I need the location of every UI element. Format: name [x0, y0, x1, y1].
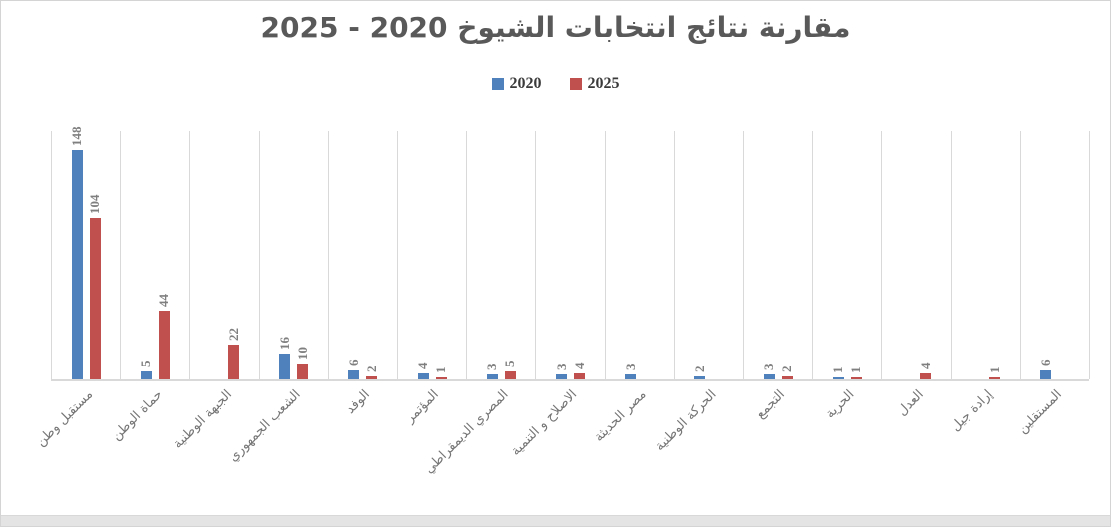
gridline: [120, 131, 122, 379]
gridline: [258, 131, 260, 379]
bar-2020-3[interactable]: [279, 354, 291, 379]
bar-value-label-2025-10: 2: [779, 365, 795, 372]
bar-2020-10[interactable]: [763, 374, 775, 379]
bar-2025-5[interactable]: [435, 377, 447, 379]
bar-2020-6[interactable]: [486, 374, 498, 379]
gridline: [604, 131, 606, 379]
gridline: [673, 131, 675, 379]
category-label-14: المستقلين: [1015, 387, 1066, 437]
legend-swatch-2025: [569, 78, 582, 90]
category-label-11: الحرية: [822, 387, 858, 422]
bar-value-label-2025-7: 4: [571, 362, 587, 369]
legend-label-2020: 2020: [509, 75, 542, 92]
category-label-3: الشعب الجمهوري: [226, 387, 304, 465]
bar-2025-11[interactable]: [850, 377, 862, 379]
category-label-7: الاصلاح و التنمية: [508, 387, 581, 459]
bar-2020-1[interactable]: [140, 371, 152, 379]
bar-value-label-2025-3: 10: [294, 346, 310, 360]
gridline: [881, 131, 883, 379]
bar-value-label-2025-13: 1: [986, 366, 1002, 374]
bar-value-label-2020-0: 148: [69, 126, 85, 146]
gridline: [327, 131, 329, 379]
bar-2025-3[interactable]: [297, 363, 309, 379]
legend-label-2025: 2025: [587, 75, 620, 92]
plot-area: مستقبل وطن حماة الوطن الجبهة الوطنية الشعب …: [34, 126, 1090, 477]
legend-item-2020[interactable]: 2020: [491, 75, 542, 93]
gridline: [397, 131, 398, 379]
gridline: [950, 131, 952, 379]
bar-2020-8[interactable]: [625, 374, 637, 379]
bar-2025-12[interactable]: [920, 372, 931, 379]
gridline: [535, 131, 537, 379]
chart-title: مقارنة نتائج انتخابات الشيوخ 2020 - 2025: [260, 11, 851, 44]
bar-value-label-2025-2: 22: [225, 327, 241, 341]
bar-value-label-2025-6: 5: [502, 360, 518, 368]
bar-2020-4[interactable]: [348, 369, 360, 379]
gridline: [466, 131, 468, 379]
bar-value-label-2020-4: 6: [345, 359, 361, 366]
bar-2020-7[interactable]: [556, 374, 567, 379]
category-label-9: الحركة الوطنية: [651, 387, 720, 455]
bar-value-label-2025-0: 104: [87, 194, 103, 214]
bar-2020-14[interactable]: [1040, 369, 1052, 379]
bar-value-label-2020-8: 3: [622, 363, 638, 371]
bar-value-label-2020-3: 16: [276, 337, 292, 351]
bar-2025-4[interactable]: [366, 375, 378, 379]
chart-legend: 2020 2025: [1, 75, 1110, 93]
category-label-12: العدل: [894, 387, 927, 419]
category-label-13: إرادة جيل: [948, 387, 996, 435]
category-label-5: المؤتمر: [403, 387, 443, 426]
gridline: [812, 131, 814, 379]
bar-value-label-2020-14: 6: [1037, 359, 1053, 366]
category-label-1: حماة الوطن: [108, 387, 166, 444]
bar-value-label-2020-5: 4: [415, 362, 431, 369]
bar-value-label-2020-1: 5: [138, 360, 154, 368]
bottom-strip: [1, 515, 1110, 526]
bar-2025-2[interactable]: [228, 344, 239, 379]
bar-2025-1[interactable]: [158, 310, 170, 379]
bar-value-label-2025-12: 4: [917, 362, 933, 369]
legend-item-2025[interactable]: 2025: [569, 75, 620, 93]
gridline: [189, 131, 191, 379]
bar-value-label-2020-11: 1: [830, 366, 846, 374]
bar-2020-9[interactable]: [694, 375, 706, 379]
bar-value-label-2025-1: 44: [156, 293, 172, 307]
legend-swatch-2020: [491, 78, 504, 90]
category-label-8: مصر الحديثة: [591, 387, 650, 445]
bar-2025-13[interactable]: [989, 377, 1001, 379]
category-label-2: الجبهة الوطنية: [169, 387, 235, 452]
bar-2025-7[interactable]: [574, 372, 585, 379]
bar-value-label-2025-11: 1: [848, 366, 864, 374]
bar-2020-11[interactable]: [832, 377, 844, 379]
bar-2025-0[interactable]: [89, 217, 101, 379]
gridline: [1019, 131, 1021, 379]
category-label-10: التجمع: [753, 387, 789, 422]
bar-value-label-2020-10: 3: [761, 363, 777, 371]
gridline: [1089, 131, 1090, 379]
category-label-4: الوفد: [343, 387, 374, 417]
bar-2025-10[interactable]: [781, 375, 793, 379]
bar-value-label-2020-7: 3: [553, 363, 569, 371]
bar-value-label-2020-6: 3: [484, 363, 500, 371]
bar-value-label-2025-5: 1: [433, 366, 449, 374]
category-label-0: مستقبل وطن: [33, 387, 97, 450]
bar-2020-0[interactable]: [71, 149, 83, 379]
gridline: [51, 131, 52, 379]
gridline: [743, 131, 744, 379]
bar-value-label-2025-4: 2: [363, 365, 379, 372]
bar-2020-5[interactable]: [417, 372, 429, 379]
bar-value-label-2020-9: 2: [691, 365, 707, 372]
bar-2025-6[interactable]: [504, 371, 516, 379]
